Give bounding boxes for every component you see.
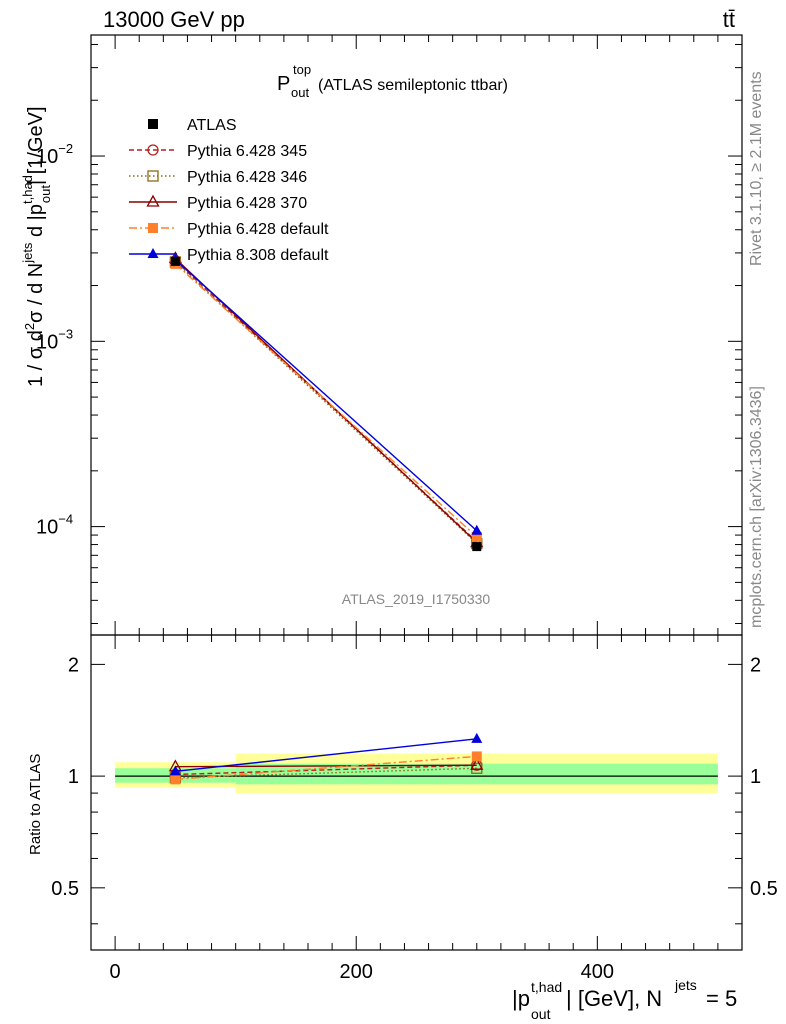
- ratio-y-tick-label-right: 0.5: [750, 878, 778, 900]
- process-label: tt̄: [723, 7, 735, 32]
- xlabel-main: |p: [512, 986, 530, 1011]
- ratio-series-line: [175, 738, 477, 773]
- ratio-y-axis: 2 2 1 1 0.5 0.5: [51, 654, 778, 925]
- ratio-series-line: [175, 755, 477, 781]
- legend-label: Pythia 6.428 default: [187, 221, 329, 238]
- x-tick-label: 0: [110, 961, 121, 983]
- series-line: [174, 260, 478, 543]
- ratio-y-tick-label-left: 2: [68, 654, 79, 676]
- xlabel-sup: t,had: [531, 979, 562, 995]
- energy-label: 13000 GeV pp: [103, 7, 245, 32]
- ratio-y-tick-label-left: 0.5: [51, 878, 79, 900]
- ratio-ylabel: Ratio to ATLAS: [27, 754, 44, 855]
- legend-marker: [147, 170, 159, 182]
- xlabel-sub: out: [531, 1006, 551, 1022]
- series-point: [471, 524, 483, 535]
- rivet-label: Rivet 3.1.10, ≥ 2.1M events: [748, 71, 765, 266]
- title-rest: (ATLAS semileptonic ttbar): [318, 77, 508, 94]
- legend-marker: [148, 119, 158, 129]
- ratio-series-point: [169, 765, 181, 776]
- x-axis-label: |p t,had out | [GeV], N jets = 5: [512, 977, 737, 1022]
- ratio-bands: [115, 753, 718, 794]
- ratio-series-line: [175, 764, 477, 776]
- x-tick-label: 200: [340, 961, 373, 983]
- legend-label: Pythia 8.308 default: [187, 247, 329, 264]
- series-point: [471, 531, 482, 542]
- top-y-tick-label: 10−3: [36, 326, 73, 353]
- top-y-tick-label: 10−2: [36, 141, 73, 168]
- x-tick-label: 400: [581, 961, 614, 983]
- series-line: [174, 259, 478, 532]
- x-axis: 0 200 400: [110, 35, 719, 983]
- plot-title: P top out (ATLAS semileptonic ttbar): [277, 62, 508, 100]
- title-main: P: [277, 73, 290, 95]
- ratio-series-point: [471, 751, 482, 762]
- bottom-panel-frame: [90, 634, 743, 951]
- title-sup: top: [293, 62, 311, 77]
- top-ylabel: 1 / σ d2σ / d Njets d |pt,had out| [1/GeV…: [20, 106, 53, 387]
- ratio-y-tick-label-left: 1: [68, 766, 79, 788]
- legend-marker: [147, 144, 159, 156]
- legend-marker: [146, 194, 160, 207]
- ratio-series: [168, 732, 484, 785]
- title-sub: out: [291, 85, 309, 100]
- legend-label: Pythia 6.428 345: [187, 143, 307, 160]
- ratio-series-point: [170, 774, 181, 785]
- legend-label: Pythia 6.428 370: [187, 195, 307, 212]
- main-series: [168, 251, 484, 552]
- ratio-series-point: [470, 757, 484, 770]
- legend-label: ATLAS: [187, 117, 237, 134]
- top-y-axis: 10−2 10−3 10−4: [36, 43, 742, 624]
- data-point: [170, 256, 180, 266]
- data-point: [472, 542, 482, 552]
- ylabel-text: 1 / σ d2σ / d Njets d |pt,had out| [1/GeV…: [20, 106, 53, 387]
- ratio-y-tick-label-right: 1: [750, 766, 761, 788]
- ratio-series-point: [471, 732, 483, 743]
- legend-marker: [147, 248, 159, 258]
- top-y-tick-label: 10−4: [36, 512, 73, 539]
- mcplots-label: mcplots.cern.ch [arXiv:1306.3436]: [748, 386, 765, 628]
- xlabel-mid: | [GeV], N: [566, 986, 662, 1011]
- ratio-y-tick-label-right: 2: [750, 654, 761, 676]
- xlabel-end: = 5: [706, 986, 737, 1011]
- analysis-id: ATLAS_2019_I1750330: [342, 591, 491, 607]
- legend-marker: [148, 223, 158, 233]
- legend: ATLAS Pythia 6.428 345 Pythia 6.428 346 Pyt…: [129, 117, 329, 264]
- xlabel-sup2: jets: [674, 977, 697, 993]
- legend-label: Pythia 6.428 346: [187, 169, 307, 186]
- series-line: [174, 263, 478, 538]
